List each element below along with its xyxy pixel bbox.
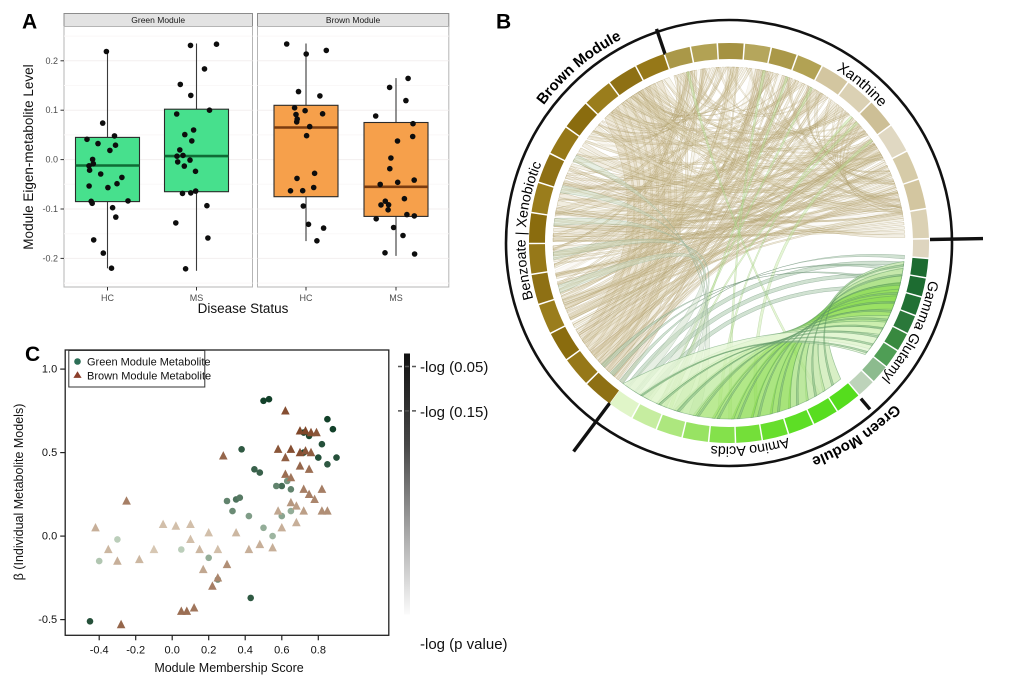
svg-text:Green Module: Green Module [131,15,185,25]
svg-text:Green Module Metabolite: Green Module Metabolite [87,357,211,369]
svg-text:0.0: 0.0 [165,644,180,656]
svg-text:-0.2: -0.2 [126,644,145,656]
svg-text:MS: MS [190,293,204,303]
svg-text:B: B [496,11,511,34]
svg-text:HC: HC [101,293,114,303]
svg-text:Module Membership Score: Module Membership Score [154,661,303,675]
svg-text:MS: MS [389,293,403,303]
svg-text:Disease Status: Disease Status [198,301,289,316]
svg-text:0.5: 0.5 [42,447,57,459]
svg-text:0.4: 0.4 [238,644,253,656]
svg-text:0.0: 0.0 [45,155,58,165]
svg-text:-0.1: -0.1 [42,204,58,214]
svg-text:Brown Module Metabolite: Brown Module Metabolite [87,371,211,383]
svg-text:0.1: 0.1 [45,105,58,115]
svg-text:-0.5: -0.5 [38,614,57,626]
svg-text:-0.2: -0.2 [42,253,58,263]
svg-text:β (Individual Metabolite Model: β (Individual Metabolite Models) [12,404,26,581]
svg-text:0.8: 0.8 [311,644,326,656]
svg-text:1.0: 1.0 [42,364,57,376]
svg-text:-0.4: -0.4 [90,644,109,656]
svg-text:0.2: 0.2 [45,56,58,66]
svg-text:Module Eigen-metabolite Level: Module Eigen-metabolite Level [21,64,36,249]
svg-text:-log (0.15): -log (0.15) [420,404,488,421]
svg-text:0.0: 0.0 [42,531,57,543]
svg-text:HC: HC [300,293,313,303]
svg-text:0.6: 0.6 [274,644,289,656]
svg-text:A: A [22,11,37,34]
svg-text:0.2: 0.2 [201,644,216,656]
svg-text:-log (p value): -log (p value) [420,636,508,653]
svg-text:C: C [25,343,40,366]
svg-text:-log (0.05): -log (0.05) [420,359,488,376]
svg-text:Brown Module: Brown Module [326,15,381,25]
